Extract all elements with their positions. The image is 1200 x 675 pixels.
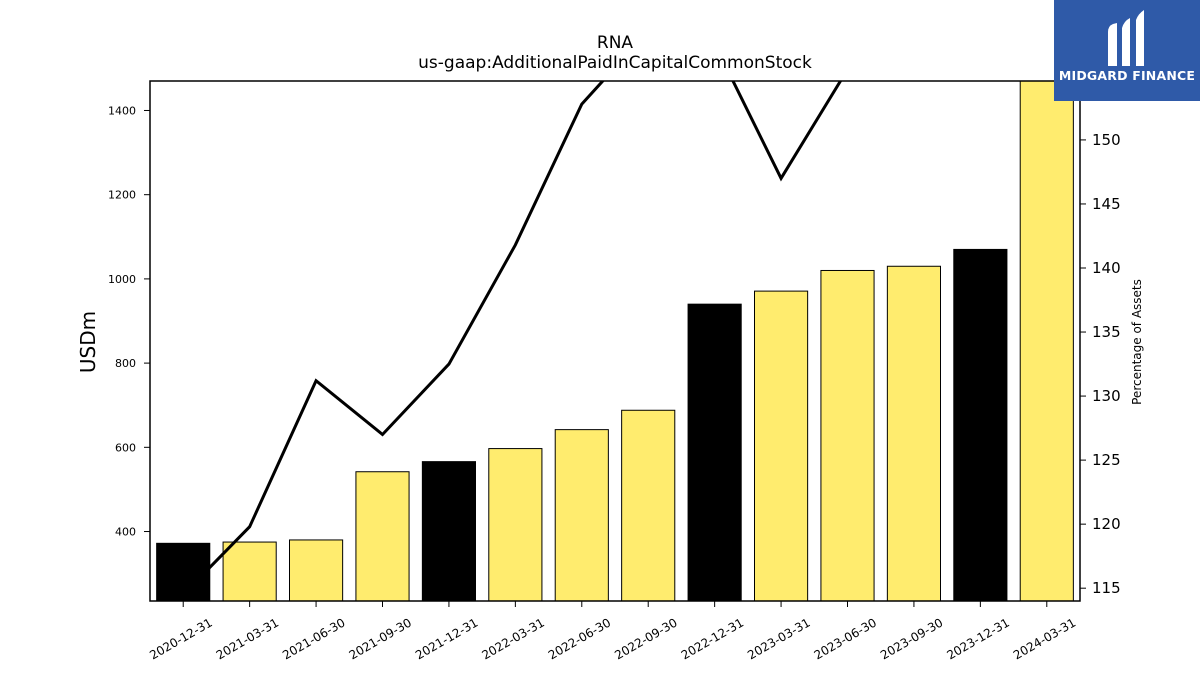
chart-subtitle: us-gaap:AdditionalPaidInCapitalCommonSto… <box>418 53 812 73</box>
bar <box>1019 80 1074 602</box>
bar <box>421 461 477 602</box>
bar <box>222 541 277 602</box>
bar <box>754 290 809 602</box>
y-tick-label: 400 <box>115 526 136 539</box>
bar <box>621 409 676 602</box>
brand-logo: MIDGARD FINANCE <box>1054 0 1200 101</box>
y-tick-label: 800 <box>115 357 136 370</box>
y-axis-label: USDm <box>76 311 100 373</box>
y2-tick-label: 125 <box>1092 451 1121 469</box>
x-tick-label: 2021-06-30 <box>280 615 347 662</box>
y2-tick-label: 135 <box>1092 323 1121 341</box>
y2-tick-label: 130 <box>1092 387 1121 405</box>
x-tick-label: 2022-09-30 <box>612 615 679 662</box>
y2-axis-label: Percentage of Assets <box>1130 279 1144 405</box>
bar <box>289 539 344 602</box>
logo-text: MIDGARD FINANCE <box>1058 68 1196 83</box>
chart-title: RNA <box>597 33 634 53</box>
x-tick-label: 2021-09-30 <box>347 615 414 662</box>
y2-tick-label: 115 <box>1092 579 1121 597</box>
y2-tick-label: 150 <box>1092 131 1121 149</box>
y2-tick-label: 145 <box>1092 195 1121 213</box>
bar <box>820 269 875 602</box>
y2-tick-label: 120 <box>1092 515 1121 533</box>
x-tick-label: 2022-03-31 <box>479 615 546 662</box>
series-line <box>182 81 843 596</box>
y-tick-label: 1200 <box>108 189 136 202</box>
x-tick-label: 2021-12-31 <box>413 615 480 662</box>
bar <box>687 303 742 602</box>
bar <box>886 265 941 602</box>
x-tick-label: 2023-06-30 <box>812 615 879 662</box>
y2-tick-label: 140 <box>1092 259 1121 277</box>
x-tick-label: 2022-12-31 <box>679 615 746 662</box>
logo-mark-icon <box>1108 10 1144 66</box>
x-tick-label: 2023-03-31 <box>745 615 812 662</box>
y-tick-label: 600 <box>115 441 136 454</box>
x-tick-label: 2022-06-30 <box>546 615 613 662</box>
bar <box>156 542 211 602</box>
bar <box>554 429 609 602</box>
bar <box>355 471 410 602</box>
bar <box>953 248 1008 602</box>
x-tick-label: 2024-03-31 <box>1011 615 1078 662</box>
plot-frame <box>149 80 1081 602</box>
x-tick-label: 2021-03-31 <box>214 615 281 662</box>
y-tick-label: 1000 <box>108 273 136 286</box>
y-tick-label: 1400 <box>108 104 136 117</box>
x-tick-label: 2020-12-31 <box>147 615 214 662</box>
bar <box>488 448 543 602</box>
x-tick-label: 2023-09-30 <box>878 615 945 662</box>
x-tick-label: 2023-12-31 <box>944 615 1011 662</box>
